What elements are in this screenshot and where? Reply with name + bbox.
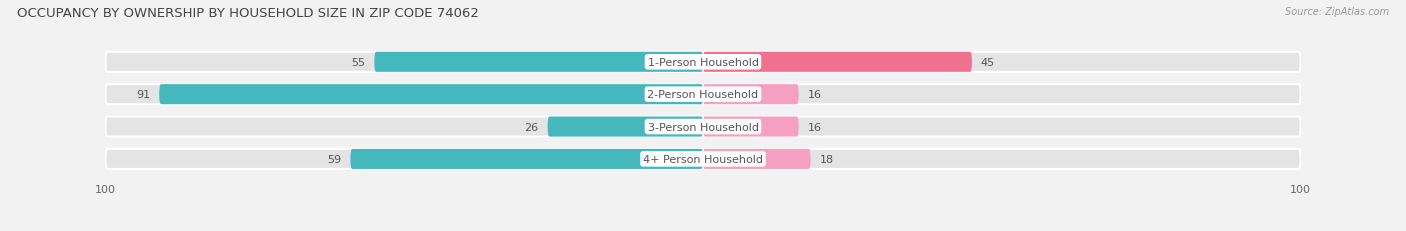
Text: 45: 45: [981, 58, 995, 67]
FancyBboxPatch shape: [703, 117, 1301, 137]
FancyBboxPatch shape: [703, 85, 799, 105]
FancyBboxPatch shape: [374, 52, 703, 73]
Text: 16: 16: [807, 122, 821, 132]
FancyBboxPatch shape: [350, 149, 703, 169]
FancyBboxPatch shape: [105, 52, 703, 73]
FancyBboxPatch shape: [703, 52, 1301, 73]
FancyBboxPatch shape: [105, 85, 703, 105]
Text: OCCUPANCY BY OWNERSHIP BY HOUSEHOLD SIZE IN ZIP CODE 74062: OCCUPANCY BY OWNERSHIP BY HOUSEHOLD SIZE…: [17, 7, 479, 20]
FancyBboxPatch shape: [105, 117, 703, 137]
FancyBboxPatch shape: [703, 85, 1301, 105]
FancyBboxPatch shape: [159, 85, 703, 105]
Text: 59: 59: [328, 154, 342, 164]
FancyBboxPatch shape: [703, 52, 972, 73]
Text: Source: ZipAtlas.com: Source: ZipAtlas.com: [1285, 7, 1389, 17]
Text: 16: 16: [807, 90, 821, 100]
Text: 26: 26: [524, 122, 538, 132]
Text: 18: 18: [820, 154, 834, 164]
FancyBboxPatch shape: [703, 149, 1301, 169]
FancyBboxPatch shape: [105, 149, 703, 169]
Text: 55: 55: [352, 58, 366, 67]
Text: 1-Person Household: 1-Person Household: [648, 58, 758, 67]
FancyBboxPatch shape: [548, 117, 703, 137]
Text: 2-Person Household: 2-Person Household: [647, 90, 759, 100]
Text: 4+ Person Household: 4+ Person Household: [643, 154, 763, 164]
FancyBboxPatch shape: [703, 117, 799, 137]
Text: 91: 91: [136, 90, 150, 100]
Text: 3-Person Household: 3-Person Household: [648, 122, 758, 132]
FancyBboxPatch shape: [703, 149, 810, 169]
